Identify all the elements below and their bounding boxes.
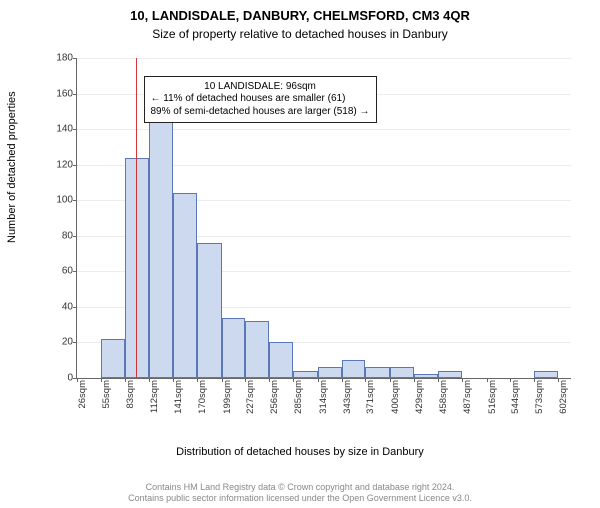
- xtick-label: 112sqm: [149, 380, 160, 440]
- annotation-line2: ← 11% of detached houses are smaller (61…: [151, 93, 370, 106]
- xtick-label: 26sqm: [77, 380, 88, 440]
- ytick-label: 140: [43, 124, 73, 135]
- chart-subtitle: Size of property relative to detached ho…: [0, 27, 600, 41]
- xtick-label: 516sqm: [487, 380, 498, 440]
- ytick-mark: [73, 342, 77, 343]
- ytick-mark: [73, 129, 77, 130]
- ytick-label: 120: [43, 159, 73, 170]
- ytick-label: 100: [43, 195, 73, 206]
- xtick-label: 400sqm: [390, 380, 401, 440]
- histogram-bar: [318, 367, 342, 378]
- xtick-label: 458sqm: [438, 380, 449, 440]
- histogram-bar: [365, 367, 389, 378]
- xtick-label: 573sqm: [534, 380, 545, 440]
- histogram-bar: [197, 243, 221, 378]
- ytick-mark: [73, 271, 77, 272]
- xtick-label: 83sqm: [125, 380, 136, 440]
- histogram-bar: [293, 371, 317, 378]
- annotation-box: 10 LANDISDALE: 96sqm ← 11% of detached h…: [144, 76, 377, 124]
- chart-container: 02040608010012014016018026sqm55sqm83sqm1…: [50, 58, 570, 428]
- histogram-bar: [101, 339, 124, 378]
- histogram-bar: [245, 321, 269, 378]
- footer-line2: Contains public sector information licen…: [0, 493, 600, 504]
- ytick-label: 20: [43, 337, 73, 348]
- ytick-label: 160: [43, 88, 73, 99]
- attribution-footer: Contains HM Land Registry data © Crown c…: [0, 482, 600, 504]
- annotation-line3: 89% of semi-detached houses are larger (…: [151, 106, 370, 119]
- xtick-label: 602sqm: [558, 380, 569, 440]
- xtick-label: 314sqm: [318, 380, 329, 440]
- xtick-label: 343sqm: [342, 380, 353, 440]
- ytick-label: 180: [43, 53, 73, 64]
- histogram-bar: [414, 374, 438, 378]
- ytick-mark: [73, 236, 77, 237]
- gridline: [77, 58, 571, 59]
- chart-title-address: 10, LANDISDALE, DANBURY, CHELMSFORD, CM3…: [0, 8, 600, 23]
- plot-area: 02040608010012014016018026sqm55sqm83sqm1…: [76, 58, 571, 379]
- footer-line1: Contains HM Land Registry data © Crown c…: [0, 482, 600, 493]
- ytick-mark: [73, 58, 77, 59]
- y-axis-label: Number of detached properties: [6, 91, 18, 243]
- xtick-label: 285sqm: [293, 380, 304, 440]
- xtick-label: 227sqm: [245, 380, 256, 440]
- ytick-label: 80: [43, 230, 73, 241]
- xtick-label: 141sqm: [173, 380, 184, 440]
- ytick-mark: [73, 94, 77, 95]
- ytick-mark: [73, 165, 77, 166]
- xtick-label: 55sqm: [101, 380, 112, 440]
- histogram-bar: [342, 360, 365, 378]
- annotation-line1: 10 LANDISDALE: 96sqm: [151, 81, 370, 94]
- histogram-bar: [125, 158, 149, 378]
- xtick-label: 256sqm: [269, 380, 280, 440]
- histogram-bar: [269, 342, 293, 378]
- histogram-bar: [222, 318, 245, 378]
- xtick-label: 429sqm: [414, 380, 425, 440]
- ytick-label: 60: [43, 266, 73, 277]
- xtick-label: 170sqm: [197, 380, 208, 440]
- ytick-label: 0: [43, 373, 73, 384]
- histogram-bar: [438, 371, 462, 378]
- property-marker-line: [136, 58, 137, 378]
- ytick-mark: [73, 307, 77, 308]
- x-axis-label: Distribution of detached houses by size …: [0, 446, 600, 458]
- histogram-bar: [173, 193, 197, 378]
- xtick-label: 199sqm: [222, 380, 233, 440]
- xtick-label: 371sqm: [365, 380, 376, 440]
- histogram-bar: [390, 367, 414, 378]
- histogram-bar: [149, 118, 173, 378]
- histogram-bar: [534, 371, 558, 378]
- xtick-label: 487sqm: [462, 380, 473, 440]
- ytick-mark: [73, 200, 77, 201]
- ytick-label: 40: [43, 301, 73, 312]
- xtick-label: 544sqm: [510, 380, 521, 440]
